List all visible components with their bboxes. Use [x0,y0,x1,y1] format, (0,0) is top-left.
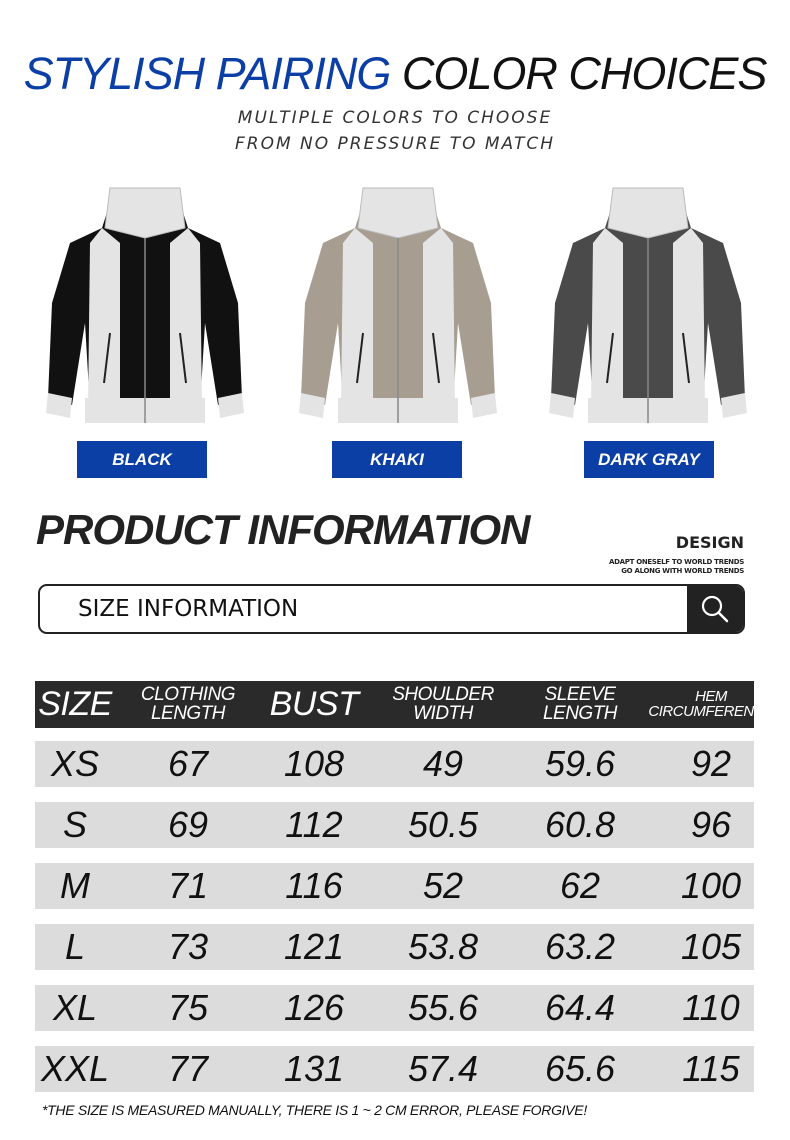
jacket-image-1 [299,187,497,423]
table-cell: 65.6 [544,1048,616,1089]
column-header: SIZE [38,685,112,724]
table-cell: 49 [422,743,464,784]
table-cell: 112 [285,804,343,845]
size-information-bar: SIZE INFORMATION [38,584,745,634]
table-cell: 92 [690,743,732,784]
table-cell: 75 [167,987,209,1028]
table-cell: XS [50,743,100,784]
jacket-image-0 [46,187,244,423]
table-cell: 131 [283,1048,345,1089]
table-cell: XL [52,987,98,1028]
table-cell: 67 [167,743,209,784]
table-cell: 53.8 [407,926,479,967]
subtitle-line1: MULTIPLE COLORS TO CHOOSE [237,108,553,128]
table-cell: 100 [680,865,742,906]
table-cell: 57.4 [407,1048,479,1089]
table-cell: 59.6 [544,743,616,784]
table-cell: 96 [690,804,732,845]
table-cell: S [62,804,88,845]
color-label-black: BLACK [77,441,207,478]
size-information-label: SIZE INFORMATION [78,596,299,622]
section-title: PRODUCT INFORMATION [36,506,531,553]
table-row: XXL 77 131 57.4 65.6 115 [35,1046,754,1092]
table-cell: 62 [559,865,601,906]
subtitle-line2: FROM NO PRESSURE TO MATCH [235,134,555,154]
table-cell: 60.8 [544,804,616,845]
table-row: S 69 112 50.5 60.8 96 [35,802,754,848]
color-label-khaki: KHAKI [332,441,462,478]
jacket-image-2 [549,187,747,423]
table-header: SIZE CLOTHING LENGTH BUST SHOULDER WIDTH SLEEV… [35,681,774,728]
column-header: BUST [269,685,359,724]
table-cell: 108 [283,743,345,784]
table-row: L 73 121 53.8 63.2 105 [35,924,754,970]
table-cell: 116 [285,865,343,906]
table-row: XL 75 126 55.6 64.4 110 [35,985,754,1031]
color-label-dark-gray: DARK GRAY [584,441,714,478]
table-cell: 115 [682,1048,740,1089]
search-button[interactable] [687,586,743,632]
table-cell: 71 [167,865,209,906]
table-cell: 105 [680,926,742,967]
table-cell: 52 [422,865,464,906]
column-header: SLEEVE LENGTH [542,684,618,724]
table-cell: 50.5 [407,804,479,845]
column-header: SHOULDER WIDTH [392,684,494,724]
table-cell: 55.6 [407,987,479,1028]
table-cell: L [64,926,86,967]
design-line1: ADAPT ONESELF TO WORLD TRENDS [609,558,744,566]
page-title: STYLISH PAIRING COLOR CHOICES [23,48,768,99]
footnote: *THE SIZE IS MEASURED MANUALLY, THERE IS… [42,1102,587,1118]
table-row: M 71 116 52 62 100 [35,863,754,909]
table-cell: 77 [167,1048,209,1089]
table-cell: 121 [283,926,345,967]
table-cell: 73 [167,926,209,967]
search-icon [701,595,729,623]
design-heading: DESIGN [675,533,744,552]
table-cell: 63.2 [544,926,616,967]
table-cell: M [60,865,90,906]
table-row: XS 67 108 49 59.6 92 [35,741,754,787]
table-cell: XXL [40,1048,110,1089]
table-cell: 69 [167,804,209,845]
table-cell: 110 [682,987,740,1028]
column-header: HEM CIRCUMFERENCE [648,688,774,720]
column-header: CLOTHING LENGTH [140,684,236,724]
design-line2: GO ALONG WITH WORLD TRENDS [621,567,744,575]
table-cell: 126 [283,987,345,1028]
table-cell: 64.4 [544,987,616,1028]
